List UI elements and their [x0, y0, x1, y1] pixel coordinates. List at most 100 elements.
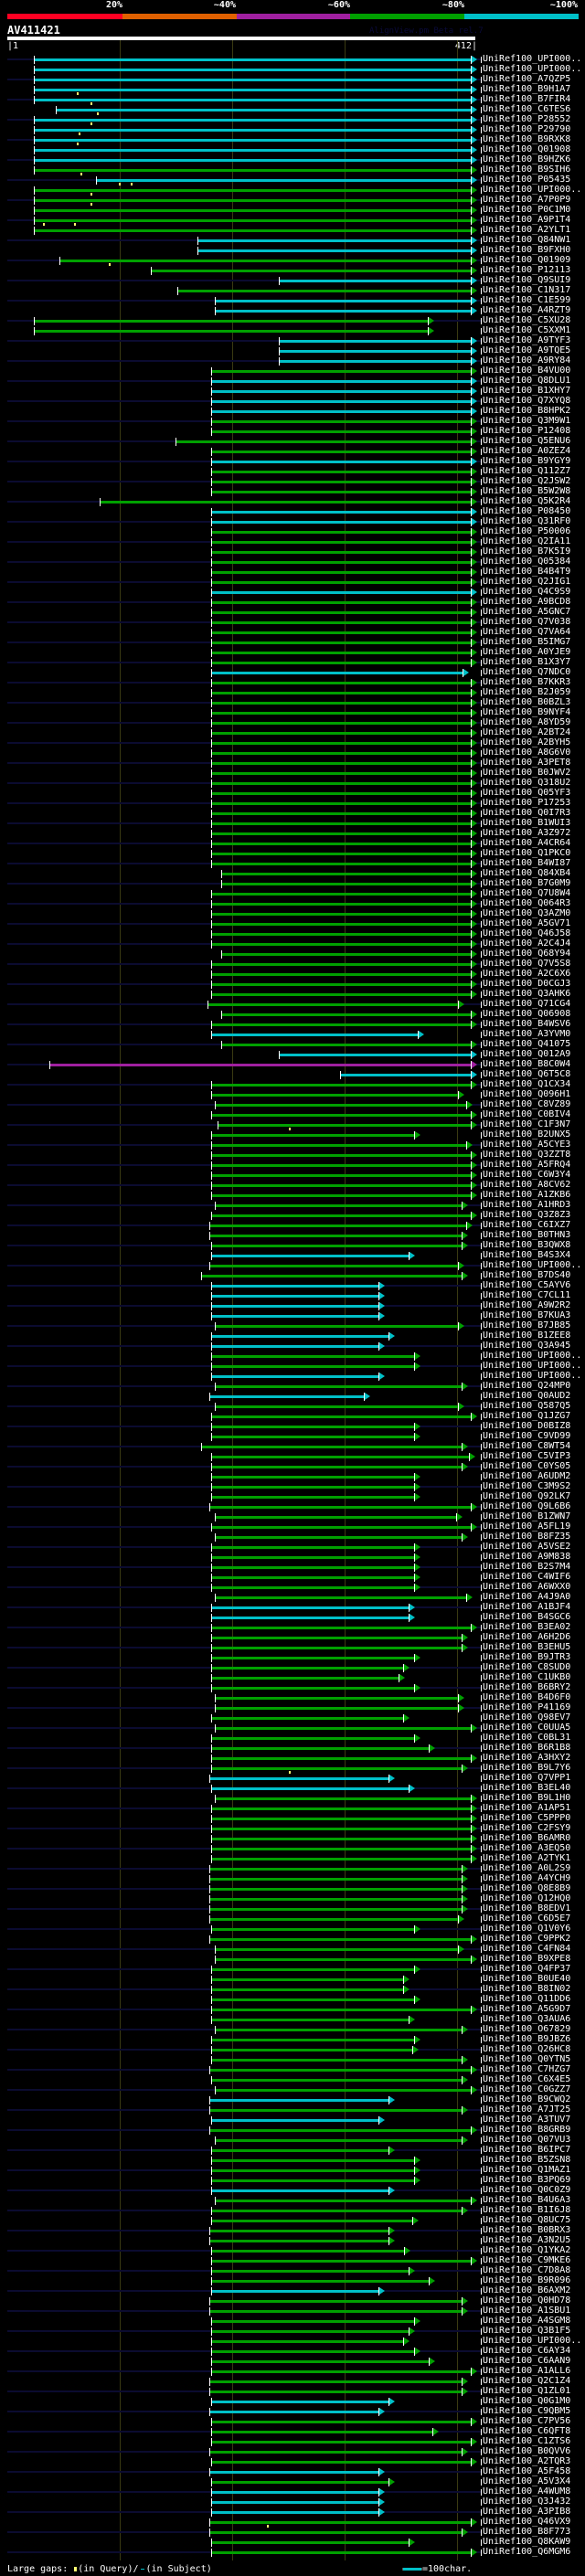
subject-label[interactable]: UniRef100_Q5K2R4 — [483, 496, 571, 506]
subject-label[interactable]: UniRef100_Q9L6B6 — [483, 1501, 571, 1511]
subject-label[interactable]: UniRef100_A6UDM2 — [483, 1471, 571, 1481]
subject-label[interactable]: UniRef100_Q0YTN5 — [483, 2054, 571, 2064]
subject-label[interactable]: UniRef100_A9RY84 — [483, 355, 571, 366]
subject-label[interactable]: UniRef100_A2BYH5 — [483, 737, 571, 747]
subject-label[interactable]: UniRef100_C6W3Y4 — [483, 1170, 571, 1180]
subject-label[interactable]: UniRef100_A0ZEZ4 — [483, 446, 571, 456]
subject-label[interactable]: UniRef100_A6WXX0 — [483, 1582, 571, 1592]
subject-label[interactable]: UniRef100_A2BT24 — [483, 727, 571, 737]
subject-label[interactable]: UniRef100_B1I6J8 — [483, 2205, 571, 2215]
subject-label[interactable]: UniRef100_C4FN84 — [483, 1944, 571, 1954]
subject-label[interactable]: UniRef100_B9CWQ2 — [483, 2094, 571, 2104]
subject-label[interactable]: UniRef100_Q8KAW9 — [483, 2537, 571, 2547]
subject-label[interactable]: UniRef100_Q71CG4 — [483, 999, 571, 1009]
subject-label[interactable]: UniRef100_C7HZG7 — [483, 2064, 571, 2074]
subject-label[interactable]: UniRef100_C0UUA5 — [483, 1723, 571, 1733]
subject-label[interactable]: UniRef100_Q0AUD2 — [483, 1391, 571, 1401]
subject-label[interactable]: UniRef100_Q7VA64 — [483, 627, 571, 637]
subject-label[interactable]: UniRef100_Q24MP0 — [483, 1381, 571, 1391]
subject-label[interactable]: UniRef100_C6D5E7 — [483, 1913, 571, 1924]
subject-label[interactable]: UniRef100_Q3AUA6 — [483, 2014, 571, 2024]
subject-label[interactable]: UniRef100_A1AP51 — [483, 1803, 571, 1813]
subject-label[interactable]: UniRef100_B9JBZ6 — [483, 2034, 571, 2044]
subject-label[interactable]: UniRef100_B2J059 — [483, 687, 571, 697]
subject-label[interactable]: UniRef100_C5XU28 — [483, 315, 571, 325]
subject-label[interactable]: UniRef100_B8C0W4 — [483, 1059, 571, 1069]
subject-label[interactable]: UniRef100_B1ZWN7 — [483, 1511, 571, 1521]
subject-label[interactable]: UniRef100_Q7U8W4 — [483, 888, 571, 898]
subject-label[interactable]: UniRef100_A7P0P9 — [483, 195, 571, 205]
subject-label[interactable]: UniRef100_Q1MAZ1 — [483, 2165, 571, 2175]
subject-label[interactable]: UniRef100_Q0C0Z9 — [483, 2185, 571, 2195]
subject-label[interactable]: UniRef100_B4B4T9 — [483, 567, 571, 577]
subject-label[interactable]: UniRef100_UPI000.. — [483, 2336, 582, 2346]
subject-label[interactable]: UniRef100_C5XXM1 — [483, 325, 571, 335]
subject-label[interactable]: UniRef100_A5CYE3 — [483, 1140, 571, 1150]
subject-label[interactable]: UniRef100_C6AAN9 — [483, 2356, 571, 2366]
subject-label[interactable]: UniRef100_B1X3Y7 — [483, 657, 571, 667]
subject-label[interactable]: UniRef100_B8HPK2 — [483, 406, 571, 416]
subject-label[interactable]: UniRef100_B0BZL3 — [483, 697, 571, 707]
subject-label[interactable]: UniRef100_UPI000.. — [483, 64, 582, 74]
subject-label[interactable]: UniRef100_A9TQE5 — [483, 345, 571, 355]
subject-label[interactable]: UniRef100_A3N2U5 — [483, 2235, 571, 2245]
subject-label[interactable]: UniRef100_B9YGY9 — [483, 456, 571, 466]
subject-label[interactable]: UniRef100_B1XHY7 — [483, 386, 571, 396]
subject-label[interactable]: UniRef100_C7D8A8 — [483, 2265, 571, 2275]
subject-label[interactable]: UniRef100_B9R096 — [483, 2275, 571, 2285]
subject-label[interactable]: UniRef100_Q9SUI9 — [483, 275, 571, 285]
subject-label[interactable]: UniRef100_B0BRX3 — [483, 2225, 571, 2235]
subject-label[interactable]: UniRef100_B7K5I9 — [483, 546, 571, 557]
subject-label[interactable]: UniRef100_UPI000.. — [483, 1371, 582, 1381]
subject-label[interactable]: UniRef100_Q3AZM0 — [483, 908, 571, 918]
subject-label[interactable]: UniRef100_C7CL11 — [483, 1290, 571, 1300]
subject-label[interactable]: UniRef100_A5GV71 — [483, 918, 571, 928]
subject-label[interactable]: UniRef100_B4WI87 — [483, 858, 571, 868]
subject-label[interactable]: UniRef100_A4WUM8 — [483, 2486, 571, 2496]
subject-label[interactable]: UniRef100_A3PIB8 — [483, 2507, 571, 2517]
subject-label[interactable]: UniRef100_B2S7M4 — [483, 1562, 571, 1572]
subject-label[interactable]: UniRef100_B5W2W8 — [483, 486, 571, 496]
subject-label[interactable]: UniRef100_A7QZP5 — [483, 74, 571, 84]
subject-label[interactable]: UniRef100_UPI000.. — [483, 1351, 582, 1361]
subject-label[interactable]: UniRef100_C9VD99 — [483, 1431, 571, 1441]
subject-label[interactable]: UniRef100_B9L7Y6 — [483, 1763, 571, 1773]
subject-label[interactable]: UniRef100_C6AY34 — [483, 2346, 571, 2356]
subject-label[interactable]: UniRef100_A9P1T4 — [483, 215, 571, 225]
subject-label[interactable]: UniRef100_Q1JZG7 — [483, 1411, 571, 1421]
subject-label[interactable]: UniRef100_P17253 — [483, 798, 571, 808]
subject-label[interactable]: UniRef100_Q3ZZT8 — [483, 1150, 571, 1160]
subject-label[interactable]: UniRef100_B6AXM2 — [483, 2285, 571, 2295]
subject-label[interactable]: UniRef100_C9PPK2 — [483, 1934, 571, 1944]
subject-label[interactable]: UniRef100_B7DS40 — [483, 1270, 571, 1280]
subject-label[interactable]: UniRef100_Q064R3 — [483, 898, 571, 908]
subject-label[interactable]: UniRef100_Q7NDC0 — [483, 667, 571, 677]
subject-label[interactable]: UniRef100_B4SGC6 — [483, 1612, 571, 1622]
subject-label[interactable]: UniRef100_A8YD59 — [483, 717, 571, 727]
subject-label[interactable]: UniRef100_B3PQ69 — [483, 2175, 571, 2185]
subject-label[interactable]: UniRef100_Q46J58 — [483, 928, 571, 938]
subject-label[interactable]: UniRef100_B0UE40 — [483, 1974, 571, 1984]
subject-label[interactable]: UniRef100_Q0G1M0 — [483, 2396, 571, 2406]
subject-label[interactable]: UniRef100_B8IN02 — [483, 1984, 571, 1994]
subject-label[interactable]: UniRef100_Q8UC75 — [483, 2215, 571, 2225]
subject-label[interactable]: UniRef100_Q07VU3 — [483, 2135, 571, 2145]
subject-label[interactable]: UniRef100_Q98EV7 — [483, 1712, 571, 1723]
subject-label[interactable]: UniRef100_P28552 — [483, 114, 571, 124]
subject-label[interactable]: UniRef100_A5GNC7 — [483, 607, 571, 617]
subject-label[interactable]: UniRef100_C5AYV6 — [483, 1280, 571, 1290]
subject-label[interactable]: UniRef100_O67829 — [483, 2024, 571, 2034]
subject-label[interactable]: UniRef100_A4SGM8 — [483, 2316, 571, 2326]
subject-label[interactable]: UniRef100_P0C1M0 — [483, 205, 571, 215]
subject-label[interactable]: UniRef100_Q4FP37 — [483, 1964, 571, 1974]
subject-label[interactable]: UniRef100_Q6T5C8 — [483, 1069, 571, 1079]
subject-label[interactable]: UniRef100_B6IPC7 — [483, 2145, 571, 2155]
subject-label[interactable]: UniRef100_A7JT25 — [483, 2104, 571, 2115]
subject-label[interactable]: UniRef100_UPI000.. — [483, 54, 582, 64]
subject-label[interactable]: UniRef100_Q84XB4 — [483, 868, 571, 878]
subject-label[interactable]: UniRef100_A5FL19 — [483, 1521, 571, 1532]
subject-label[interactable]: UniRef100_Q6MGM6 — [483, 2547, 571, 2557]
subject-label[interactable]: UniRef100_Q8DLU1 — [483, 376, 571, 386]
subject-label[interactable]: UniRef100_B3EL40 — [483, 1783, 571, 1793]
subject-label[interactable]: UniRef100_UPI000.. — [483, 1361, 582, 1371]
